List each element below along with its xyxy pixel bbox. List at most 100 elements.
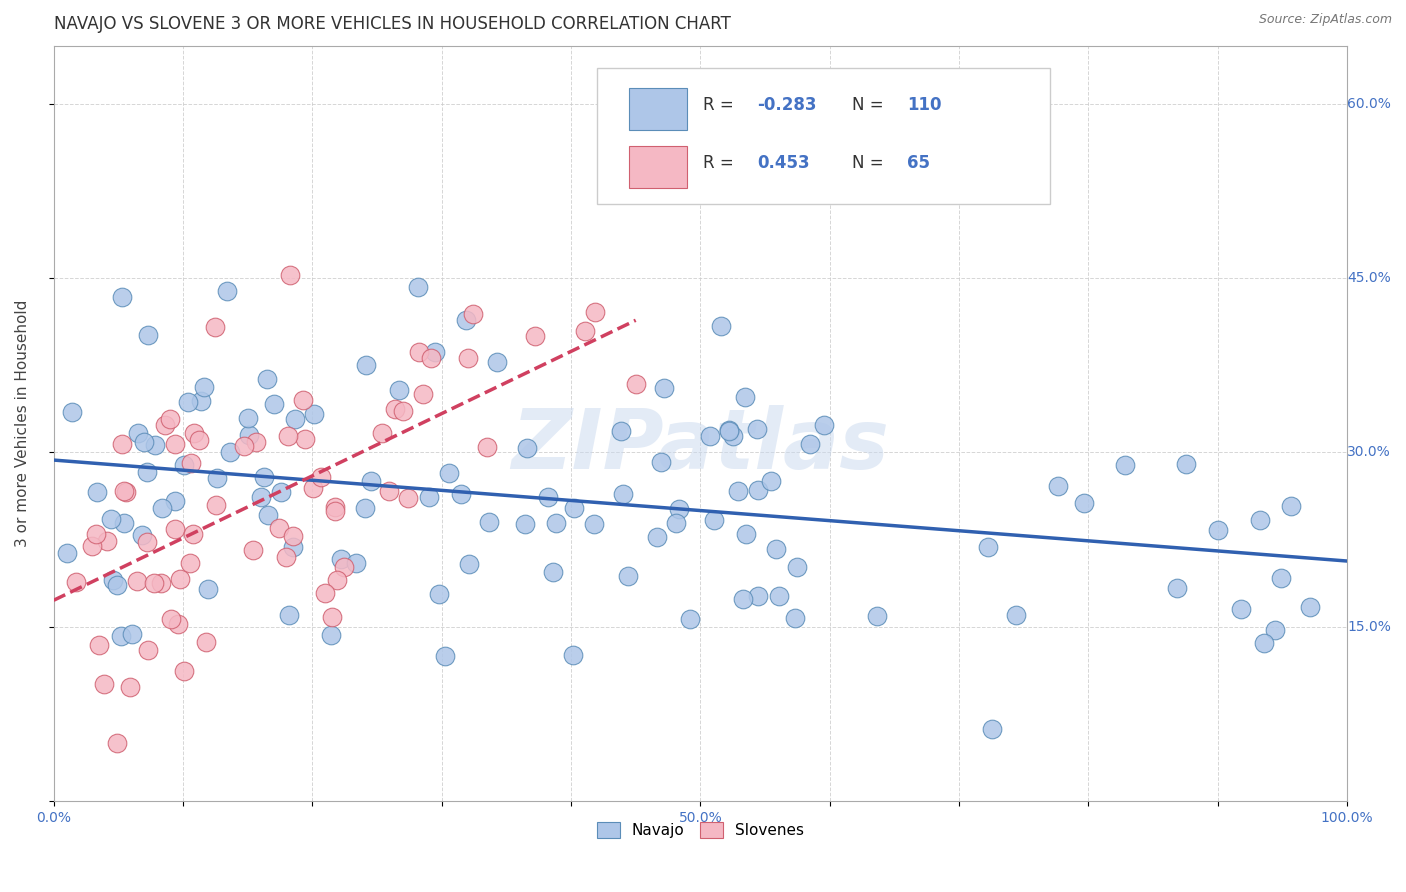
Point [541,565,564,579]
FancyBboxPatch shape [630,146,688,187]
Point [197,582,219,596]
Point [150,501,173,516]
Point [84,527,107,541]
Point [329,552,352,566]
Point [477,440,499,454]
Point [412,387,434,401]
Point [100,511,122,525]
Point [253,470,276,484]
Point [783,611,806,625]
Point [562,500,585,515]
Point [768,589,790,603]
Point [321,628,343,642]
Point [256,372,278,386]
Point [360,474,382,488]
Point [267,521,290,535]
Point [284,412,307,426]
Point [169,572,191,586]
Point [112,516,135,530]
Point [980,722,1002,736]
Point [1253,636,1275,650]
Point [105,736,128,750]
Point [179,556,201,570]
Point [131,527,153,541]
Point [735,527,758,541]
Point [159,411,181,425]
Point [1175,458,1198,472]
Text: N =: N = [852,96,889,114]
Point [309,469,332,483]
Point [537,490,560,504]
Point [420,351,443,366]
Point [703,513,725,527]
Point [747,590,769,604]
Point [427,587,450,601]
Point [1279,499,1302,513]
Point [96,534,118,549]
Point [321,610,343,624]
Point [610,424,633,438]
Point [1249,513,1271,527]
Point [127,425,149,440]
Point [217,284,239,298]
Point [323,504,346,518]
Point [121,627,143,641]
Text: ZIPatlas: ZIPatlas [512,406,890,486]
Point [60,405,83,419]
Point [396,491,419,505]
Point [454,313,477,327]
Point [219,444,242,458]
Point [678,612,700,626]
Point [450,486,472,500]
Point [747,422,769,436]
Point [612,487,634,501]
Point [143,576,166,591]
Point [710,318,733,333]
Point [183,527,205,541]
Point [457,351,479,365]
Point [302,481,325,495]
Point [1114,458,1136,472]
Point [721,429,744,443]
Point [323,500,346,514]
Point [127,574,149,588]
Point [294,432,316,446]
Point [177,395,200,409]
Text: NAVAJO VS SLOVENE 3 OR MORE VEHICLES IN HOUSEHOLD CORRELATION CHART: NAVAJO VS SLOVENE 3 OR MORE VEHICLES IN … [53,15,731,33]
Point [486,355,509,369]
Point [1264,623,1286,637]
Point [167,616,190,631]
Y-axis label: 3 or more Vehicles in Household: 3 or more Vehicles in Household [15,300,30,547]
Point [437,466,460,480]
Point [326,573,349,587]
Point [344,556,367,570]
Text: 60.0%: 60.0% [1347,96,1391,111]
Point [112,484,135,499]
Point [110,629,132,643]
Point [111,290,134,304]
Point [562,648,585,662]
Point [55,546,77,560]
Point [1206,524,1229,538]
Point [734,390,756,404]
Point [668,502,690,516]
Point [461,307,484,321]
Point [93,676,115,690]
Point [717,423,740,437]
Point [457,557,479,571]
Point [813,418,835,433]
Point [242,543,264,558]
Point [524,329,547,343]
Point [624,377,647,392]
Point [699,429,721,443]
Point [277,429,299,443]
Legend: Navajo, Slovenes: Navajo, Slovenes [589,815,811,847]
Text: R =: R = [703,154,740,172]
Point [111,436,134,450]
Point [155,418,177,433]
Text: 45.0%: 45.0% [1347,271,1391,285]
Point [406,280,429,294]
Text: 30.0%: 30.0% [1347,445,1391,459]
Point [731,591,754,606]
Point [544,516,567,531]
